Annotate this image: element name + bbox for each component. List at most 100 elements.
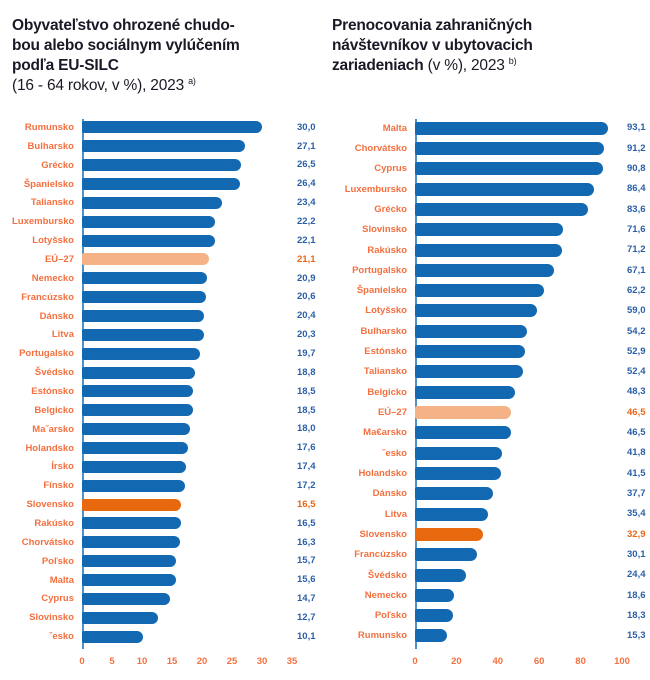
bar	[82, 347, 201, 360]
bar	[82, 178, 241, 190]
bar	[415, 527, 484, 541]
bar	[82, 291, 206, 304]
title-line: zariadeniach (v %), 2023 b)	[332, 56, 648, 76]
bar-track	[82, 498, 292, 511]
title-line: Prenocovania zahraničných	[332, 16, 648, 36]
bar-track	[82, 140, 292, 153]
title-bold-text: Prenocovania zahraničných	[332, 17, 533, 34]
bar-row: Španielsko 62,2	[332, 281, 648, 301]
chart-title: Prenocovania zahraničných návštevníkov v …	[332, 16, 648, 76]
bar-row: Belgicko 18,5	[12, 401, 316, 420]
bar-row: Rakúsko 71,2	[332, 240, 648, 260]
value-label: 16,5	[297, 498, 316, 510]
country-label: Slovinsko	[29, 612, 74, 624]
bar-track	[415, 466, 622, 480]
title-line: bou alebo sociálnym vylúčením	[12, 36, 316, 56]
country-label: Bulharsko	[27, 140, 74, 152]
value-label: 67,1	[627, 264, 646, 276]
bar-track	[82, 536, 292, 549]
bar-track	[415, 243, 622, 257]
bar	[82, 479, 186, 492]
bar-row: Švédsko 24,4	[332, 565, 648, 585]
title-line: Obyvateľstvo ohrozené chudo-	[12, 16, 316, 36]
bar-row: EÚ–27 46,5	[332, 402, 648, 422]
value-label: 71,2	[627, 244, 646, 256]
country-label: Holandsko	[25, 442, 74, 454]
country-label: Írsko	[51, 461, 74, 473]
country-label: Belgicko	[367, 386, 407, 398]
value-label: 62,2	[627, 284, 646, 296]
bar	[82, 234, 215, 247]
country-label: Maˇarsko	[32, 423, 74, 435]
bar-row: Portugalsko 19,7	[12, 344, 316, 363]
country-label: Nemecko	[31, 272, 74, 284]
bar	[415, 466, 501, 480]
value-label: 16,3	[297, 536, 316, 548]
y-axis-line	[82, 119, 84, 649]
bar-row: Luxembursko 86,4	[332, 179, 648, 199]
bar-track	[82, 366, 292, 379]
bar-row: Chorvátsko 91,2	[332, 138, 648, 158]
country-label: Ma€arsko	[363, 427, 407, 439]
x-axis-ticks: 0 20 40 60 80 100	[412, 656, 630, 670]
country-label: EÚ–27	[44, 253, 74, 265]
bar-track	[415, 487, 622, 501]
country-label: Portugalsko	[352, 264, 407, 276]
bar-row: Malta 93,1	[332, 118, 648, 138]
bar-track	[415, 162, 622, 176]
country-label: Chorvátsko	[354, 142, 407, 154]
value-label: 83,6	[627, 203, 646, 215]
plot-area: Malta 93,1 Chorvátsko 91,2 Cyprus 90,8 Luxembu…	[332, 118, 648, 678]
bar-track	[82, 347, 292, 360]
bar-track	[415, 202, 622, 216]
bar-track	[415, 507, 622, 521]
chart-poverty-risk: Obyvateľstvo ohrozené chudo-bou alebo so…	[12, 16, 316, 667]
bar-track	[415, 609, 622, 623]
bar	[415, 487, 494, 501]
bar-row: Estónsko 52,9	[332, 341, 648, 361]
bar-row: Nemecko 20,9	[12, 269, 316, 288]
bar-row: Fínsko 17,2	[12, 476, 316, 495]
value-label: 32,9	[627, 528, 646, 540]
value-label: 20,4	[297, 310, 316, 322]
value-label: 27,1	[297, 140, 316, 152]
title-bold-text: Obyvateľstvo ohrozené chudo-	[12, 17, 235, 34]
bar	[415, 588, 454, 602]
x-tick-label: 15	[166, 656, 178, 667]
bar-track	[415, 121, 622, 135]
value-label: 15,3	[627, 630, 646, 642]
country-label: Dánsko	[372, 488, 407, 500]
bar	[415, 141, 604, 155]
x-tick-label: 100	[614, 656, 630, 667]
bar	[82, 366, 195, 379]
bar-track	[82, 234, 292, 247]
bar-track	[82, 611, 292, 624]
country-label: Poľsko	[41, 555, 74, 567]
bar-row: Slovinsko 71,6	[332, 220, 648, 240]
bar-row: Dánsko 37,7	[332, 484, 648, 504]
value-label: 30,1	[627, 548, 646, 560]
value-label: 18,6	[627, 589, 646, 601]
chart-title: Obyvateľstvo ohrozené chudo-bou alebo so…	[12, 16, 316, 96]
bar	[82, 253, 209, 266]
country-label: Holandsko	[358, 467, 407, 479]
country-label: Slovinsko	[362, 224, 407, 236]
value-label: 16,5	[297, 517, 316, 529]
bar	[415, 609, 453, 623]
country-label: Nemecko	[364, 589, 407, 601]
value-label: 91,2	[627, 142, 646, 154]
bar	[82, 310, 205, 323]
country-label: Rakúsko	[367, 244, 407, 256]
bar-track	[415, 182, 622, 196]
country-label: Grécko	[41, 159, 74, 171]
value-label: 46,5	[627, 406, 646, 418]
bar-row: Lotyšsko 22,1	[12, 231, 316, 250]
value-label: 22,1	[297, 234, 316, 246]
value-label: 18,8	[297, 366, 316, 378]
country-label: Malta	[49, 574, 74, 586]
x-tick-label: 80	[575, 656, 586, 667]
x-tick-label: 25	[226, 656, 238, 667]
x-tick-label: 5	[109, 656, 115, 667]
bar-track	[415, 263, 622, 277]
bar-track	[415, 629, 622, 643]
